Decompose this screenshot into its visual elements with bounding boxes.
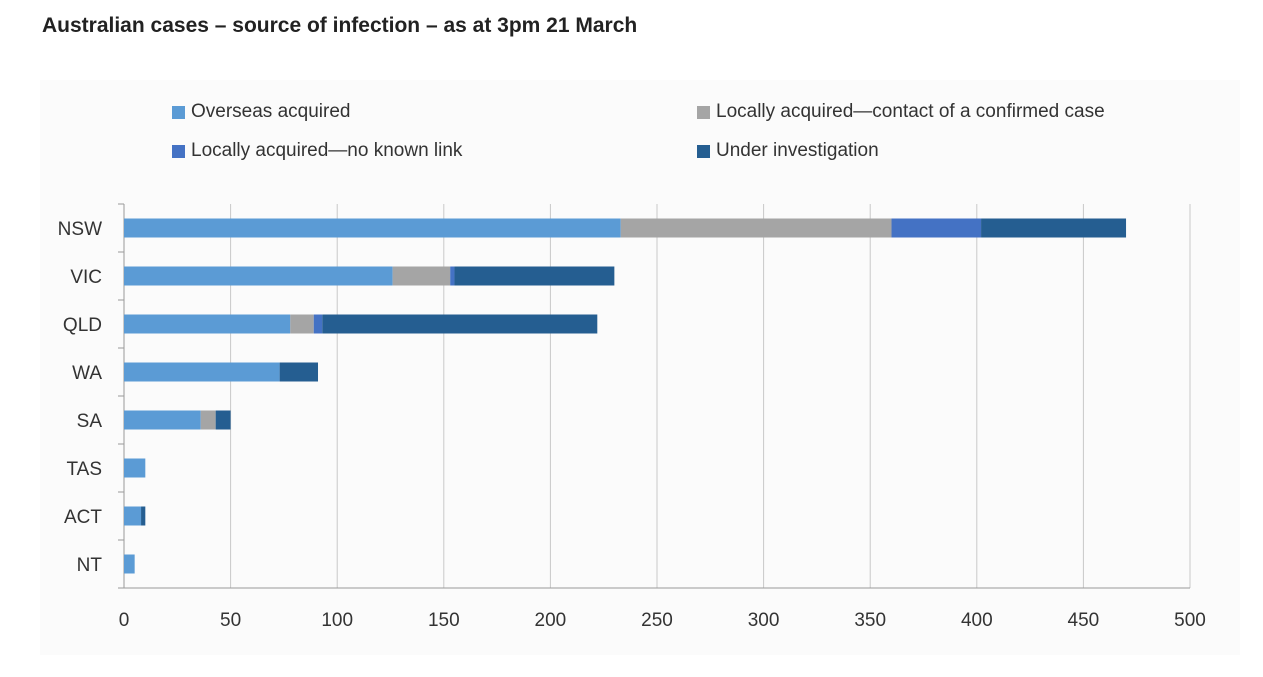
x-tick-label: 350	[854, 610, 886, 631]
x-tick-label: 300	[748, 610, 780, 631]
legend-label-under-investigation: Under investigation	[716, 140, 879, 161]
legend-label-local-no-link: Locally acquired—no known link	[191, 140, 463, 161]
bar-segment-vic-s0	[124, 266, 393, 286]
x-tick-label: 150	[428, 610, 460, 631]
y-category-label: NSW	[58, 219, 102, 240]
x-tick-label: 50	[220, 610, 241, 631]
y-category-label: QLD	[63, 315, 102, 336]
bar-segment-nsw-s3	[981, 218, 1127, 238]
bar-segment-vic-s2	[450, 266, 455, 286]
bar-segment-act-s0	[124, 506, 142, 526]
bar-segment-nsw-s2	[891, 218, 982, 238]
bar-segment-vic-s3	[454, 266, 615, 286]
legend-item-local-contact: Locally acquired—contact of a confirmed …	[697, 101, 1105, 123]
bar-segment-nsw-s0	[124, 218, 621, 238]
legend-item-overseas: Overseas acquired	[172, 101, 350, 123]
y-category-label: VIC	[70, 267, 102, 288]
legend-item-local-no-link: Locally acquired—no known link	[172, 140, 462, 162]
x-tick-label: 450	[1068, 610, 1100, 631]
bar-segment-nt-s0	[124, 554, 135, 574]
bar-segment-nsw-s1	[620, 218, 892, 238]
bar-segment-qld-s0	[124, 314, 291, 334]
bar-segment-wa-s0	[124, 362, 280, 382]
legend-swatch-local-contact	[697, 105, 710, 119]
legend-label-local-contact: Locally acquired—contact of a confirmed …	[716, 101, 1105, 122]
legend-item-under-investigation: Under investigation	[697, 140, 879, 162]
x-tick-label: 400	[961, 610, 993, 631]
bar-segment-sa-s3	[215, 410, 231, 430]
y-category-label: ACT	[64, 507, 102, 528]
x-tick-label: 250	[641, 610, 673, 631]
y-category-label: WA	[72, 363, 102, 384]
y-category-label: TAS	[66, 459, 102, 480]
bar-segment-qld-s2	[313, 314, 323, 334]
chart-title: Australian cases – source of infection –…	[42, 14, 638, 37]
bar-segment-sa-s1	[200, 410, 216, 430]
x-tick-label: 100	[321, 610, 353, 631]
legend-swatch-local-no-link	[172, 144, 185, 158]
legend-label-overseas: Overseas acquired	[191, 101, 351, 122]
bar-segment-tas-s0	[124, 458, 146, 478]
bar-segment-vic-s1	[392, 266, 451, 286]
y-category-label: NT	[77, 555, 103, 576]
y-category-label: SA	[77, 411, 103, 432]
legend-swatch-overseas	[172, 105, 185, 119]
bar-segment-act-s3	[141, 506, 146, 526]
bar-segment-wa-s3	[279, 362, 319, 382]
legend-swatch-under-investigation	[697, 144, 710, 158]
x-tick-label: 0	[119, 610, 130, 631]
x-tick-label: 200	[535, 610, 567, 631]
bar-segment-qld-s3	[322, 314, 598, 334]
bar-segment-sa-s0	[124, 410, 201, 430]
bar-segment-qld-s1	[290, 314, 314, 334]
x-tick-label: 500	[1174, 610, 1206, 631]
